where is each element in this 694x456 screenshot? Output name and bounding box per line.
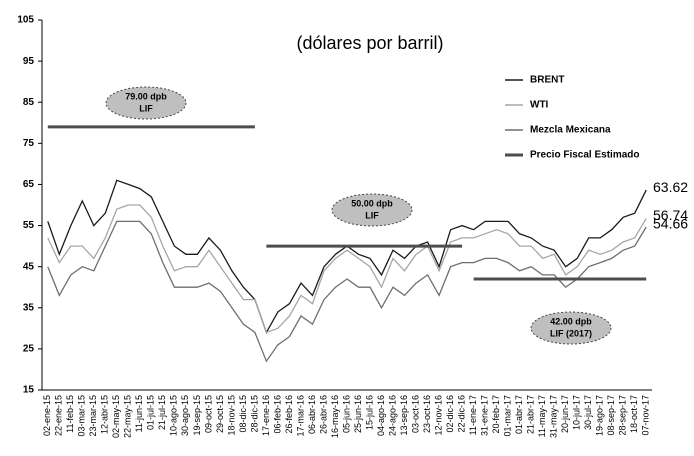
x-tick-label: 01-abr-17: [514, 395, 524, 434]
x-tick-label: 20-feb-17: [491, 395, 501, 434]
legend-label: Mezcla Mexicana: [530, 125, 611, 136]
end-value-label: 54.66: [653, 216, 688, 232]
x-tick-label: 17-ene-16: [261, 395, 271, 436]
x-tick-label: 29-oct-15: [215, 395, 225, 433]
x-tick-label: 23-mar-15: [88, 395, 98, 437]
x-tick-label: 20-jun-17: [560, 395, 570, 433]
x-tick-label: 02-dic-16: [445, 395, 455, 433]
x-tick-label: 12-abr-15: [100, 395, 110, 434]
end-value-label: 56.74: [653, 207, 688, 223]
x-tick-label: 16-may-16: [330, 395, 340, 438]
price-line: [47, 204, 647, 334]
x-tick-label: 08-sep-17: [606, 395, 616, 436]
x-tick-label: 01-mar-17: [503, 395, 513, 437]
x-tick-label: 18-nov-15: [226, 395, 236, 436]
annotation-text: 42.00 dpb: [550, 316, 592, 326]
x-tick-label: 03-oct-16: [410, 395, 420, 433]
y-tick-label: 65: [23, 179, 35, 190]
x-tick-label: 10-ago-15: [169, 395, 179, 436]
x-tick-label: 30-jul-17: [583, 395, 593, 430]
y-tick-label: 25: [23, 344, 35, 355]
x-tick-label: 21-jul-15: [157, 395, 167, 430]
x-tick-label: 03-mar-15: [77, 395, 87, 437]
chart-title: (dólares por barril): [296, 33, 443, 53]
x-tick-label: 05-jun-16: [341, 395, 351, 433]
x-tick-label: 21-abr-17: [526, 395, 536, 434]
x-tick-label: 02-ene-15: [42, 395, 52, 436]
annotation-bubble: [105, 86, 187, 120]
y-tick-label: 95: [23, 56, 35, 67]
annotation-text: LIF: [365, 210, 379, 220]
x-tick-label: 01-jul-15: [146, 395, 156, 430]
legend-label: WTI: [530, 100, 549, 111]
y-tick-label: 15: [23, 385, 35, 396]
x-tick-label: 09-oct-15: [203, 395, 213, 433]
y-tick-label: 55: [23, 220, 35, 231]
x-tick-label: 30-ago-15: [180, 395, 190, 436]
x-tick-label: 11-feb-15: [65, 395, 75, 433]
x-tick-label: 22-may-15: [123, 395, 133, 438]
x-tick-label: 26-abr-16: [318, 395, 328, 434]
x-tick-label: 26-feb-16: [284, 395, 294, 434]
x-tick-label: 18-oct-17: [629, 395, 639, 433]
x-tick-label: 28-sep-17: [618, 395, 628, 436]
x-tick-label: 13-sep-16: [399, 395, 409, 436]
x-tick-label: 19-ago-17: [595, 395, 605, 436]
y-tick-label: 105: [17, 15, 34, 26]
legend-label: Precio Fiscal Estimado: [530, 150, 640, 161]
x-tick-label: 11-jun-15: [134, 395, 144, 432]
x-tick-label: 06-abr-16: [307, 395, 317, 434]
x-tick-label: 15-jul-16: [364, 395, 374, 430]
annotation-text: 50.00 dpb: [351, 198, 393, 208]
x-tick-label: 11-ene-17: [468, 395, 478, 435]
x-tick-label: 10-jul-17: [572, 395, 582, 430]
x-tick-label: 23-oct-16: [422, 395, 432, 433]
x-tick-label: 12-nov-16: [433, 395, 443, 436]
x-tick-label: 04-ago-16: [376, 395, 386, 436]
y-tick-label: 45: [23, 261, 35, 272]
x-tick-label: 28-dic-15: [249, 395, 259, 433]
annotation-text: 79.00 dpb: [125, 91, 167, 101]
x-tick-label: 19-sep-15: [192, 395, 202, 436]
x-tick-label: 06-feb-16: [272, 395, 282, 434]
x-tick-label: 24-ago-16: [387, 395, 397, 436]
annotation-bubble: [331, 193, 413, 227]
price-line: [47, 220, 647, 363]
x-tick-label: 31-ene-17: [479, 395, 489, 436]
x-tick-label: 22-dic-16: [456, 395, 466, 433]
end-value-label: 63.62: [653, 179, 688, 195]
x-tick-label: 22-ene-15: [54, 395, 64, 436]
x-tick-label: 11-may-17: [537, 395, 547, 437]
annotation-bubble: [530, 311, 612, 345]
x-tick-label: 31-may-17: [549, 395, 559, 438]
y-tick-label: 85: [23, 97, 35, 108]
x-tick-label: 17-mar-16: [295, 395, 305, 437]
x-tick-label: 25-jun-16: [353, 395, 363, 433]
y-tick-label: 75: [23, 138, 35, 149]
annotation-text: LIF (2017): [550, 328, 592, 338]
legend-label: BRENT: [530, 75, 564, 86]
x-tick-label: 02-may-15: [111, 395, 121, 438]
y-tick-label: 35: [23, 302, 35, 313]
x-tick-label: 08-dic-15: [238, 395, 248, 433]
x-tick-label: 07-nov-17: [641, 395, 651, 436]
annotation-text: LIF: [139, 103, 153, 113]
